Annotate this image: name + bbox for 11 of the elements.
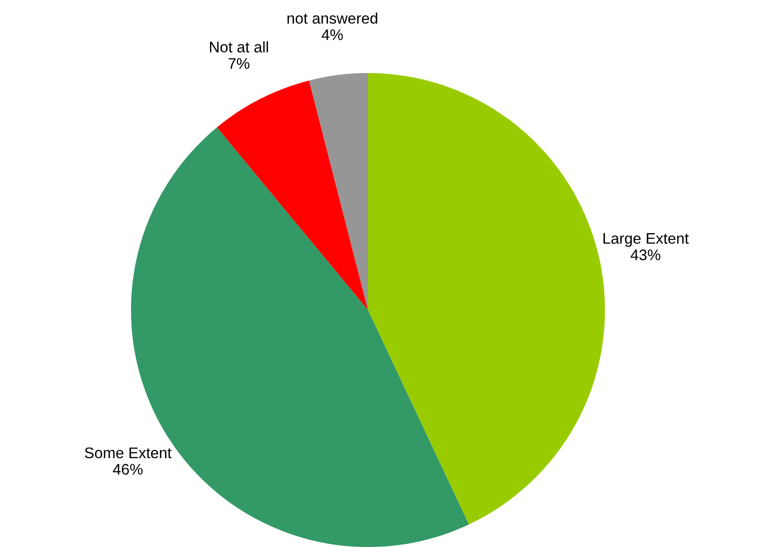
slice-label: not answered — [288, 12, 378, 24]
data-label: 7% — [228, 58, 250, 69]
data-label: 43% — [630, 249, 660, 260]
data-label: 4% — [322, 29, 343, 40]
slice-label: Some Extent — [84, 447, 172, 458]
slice-label: Not at all — [210, 41, 268, 52]
pie-slice — [216, 80, 368, 310]
data-label: 46% — [112, 464, 143, 475]
pie-slice — [309, 73, 368, 310]
pie-slice — [368, 73, 605, 524]
slice-label: Large Extent — [603, 233, 689, 247]
